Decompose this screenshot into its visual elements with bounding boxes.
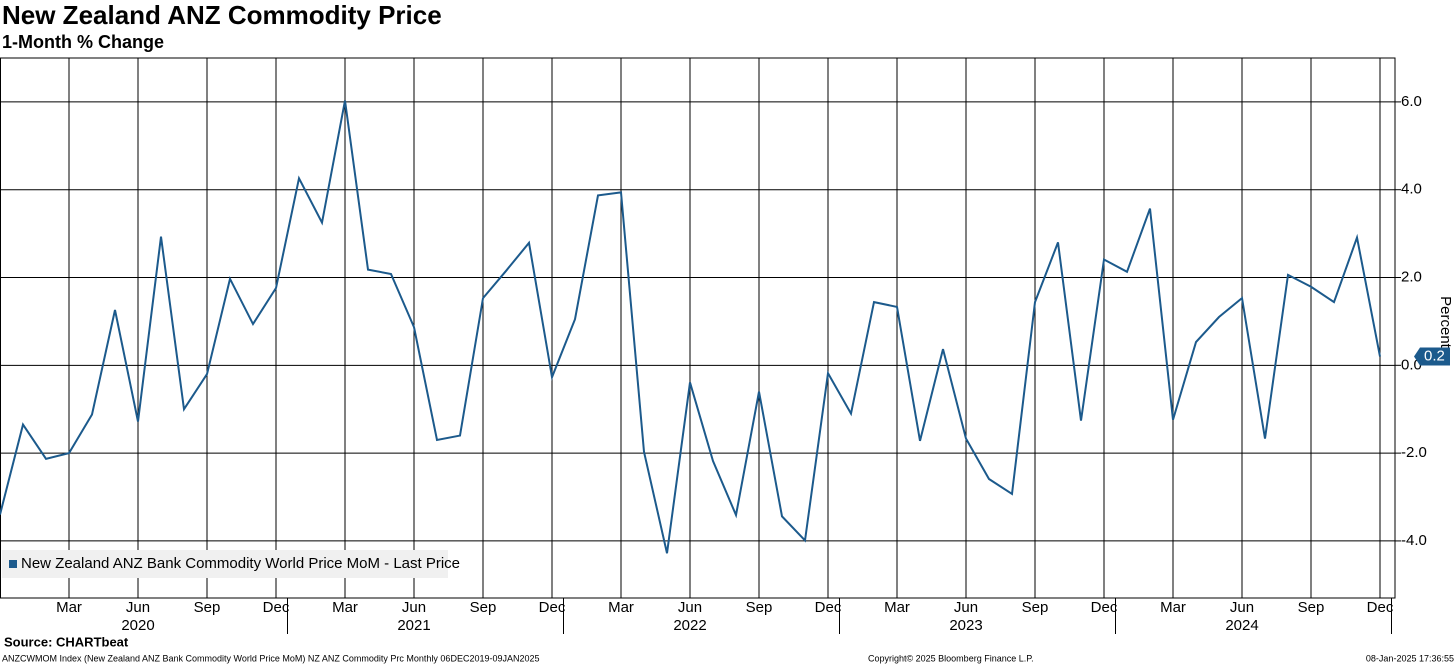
x-tick-label: Mar [332,599,358,616]
x-tick-label: Dec [1091,599,1118,616]
x-tick-label: Dec [1367,599,1394,616]
x-tick-label: Mar [884,599,910,616]
legend-label: New Zealand ANZ Bank Commodity World Pri… [21,555,460,572]
x-tick-label: Dec [263,599,290,616]
x-tick-label: Sep [1022,599,1049,616]
y-tick-label: -2.0 [1401,444,1427,461]
legend-box [2,550,448,578]
footer-left: ANZCWMOM Index (New Zealand ANZ Bank Com… [2,653,540,663]
chart-subtitle: 1-Month % Change [2,32,164,52]
y-tick-label: 0.0 [1401,356,1422,373]
x-tick-label: Sep [1298,599,1325,616]
x-year-label: 2020 [121,617,154,634]
x-tick-label: Dec [815,599,842,616]
x-tick-label: Sep [746,599,773,616]
legend-swatch [9,560,17,568]
y-tick-label: -4.0 [1401,532,1427,549]
x-tick-label: Jun [954,599,978,616]
x-year-label: 2022 [673,617,706,634]
x-tick-label: Mar [608,599,634,616]
y-tick-label: 2.0 [1401,268,1422,285]
x-tick-label: Dec [539,599,566,616]
x-tick-label: Mar [56,599,82,616]
x-tick-label: Jun [678,599,702,616]
footer-right: 08-Jan-2025 17:36:55 [1366,653,1454,663]
source: Source: CHARTbeat [4,634,129,649]
y-tick-label: 4.0 [1401,181,1422,198]
y-axis-label: Percent [1437,296,1454,349]
last-value-badge [1414,347,1450,366]
x-tick-label: Jun [1230,599,1254,616]
x-year-label: 2024 [1225,617,1258,634]
x-year-label: 2021 [397,617,430,634]
x-tick-label: Sep [470,599,497,616]
plot-frame [0,57,1396,599]
x-tick-label: Jun [402,599,426,616]
x-tick-label: Sep [194,599,221,616]
x-year-label: 2023 [949,617,982,634]
last-value-label: 0.2 [1424,348,1445,365]
x-tick-label: Mar [1160,599,1186,616]
data-line [0,100,1381,554]
footer-center: Copyright© 2025 Bloomberg Finance L.P. [868,653,1034,663]
y-tick-label: 6.0 [1401,93,1422,110]
x-tick-label: Jun [126,599,150,616]
chart-title: New Zealand ANZ Commodity Price [2,0,442,30]
